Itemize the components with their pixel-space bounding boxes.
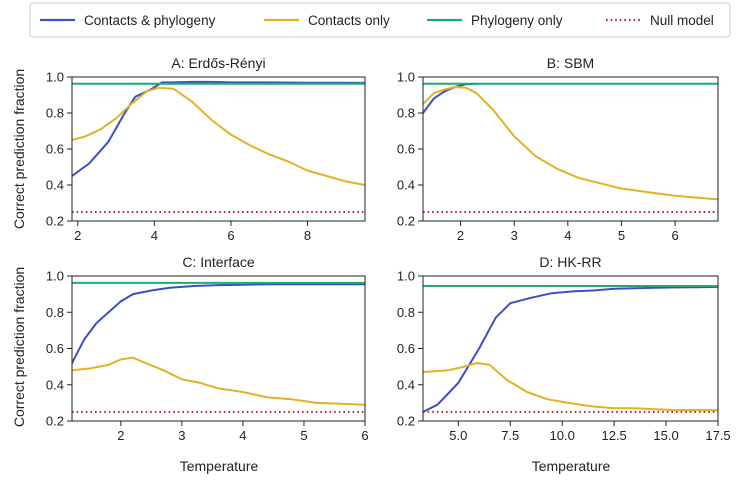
panel-title: B: SBM (547, 55, 594, 71)
legend-label-contacts-phylogeny: Contacts & phylogeny (84, 13, 216, 28)
series-group (72, 80, 365, 213)
y-tick-label: 1.0 (46, 269, 64, 284)
y-tick-label: 1.0 (46, 70, 64, 85)
y-tick-label: 0.6 (46, 341, 64, 356)
x-tick-label: 6 (227, 228, 234, 243)
x-tick-label: 2 (74, 228, 81, 243)
x-tick-label: 7.5 (501, 428, 519, 443)
y-tick-label: 0.4 (46, 178, 64, 193)
x-tick-label: 10.0 (550, 428, 575, 443)
legend-label-null-model: Null model (650, 13, 714, 28)
y-axis-label-bottom: Correct prediction fraction (11, 267, 27, 427)
series-line-contacts-only (423, 362, 718, 412)
x-tick-label: 3 (511, 228, 518, 243)
y-tick-label: 0.8 (46, 305, 64, 320)
series-line-contacts-and-phylogeny (423, 285, 718, 413)
x-axis-label-left: Temperature (180, 458, 259, 474)
panel-title: A: Erdős-Rényi (171, 55, 265, 71)
x-tick-label: 2 (457, 228, 464, 243)
x-tick-label: 2 (117, 428, 124, 443)
x-tick-label: 12.5 (601, 428, 626, 443)
y-tick-label: 0.2 (46, 214, 64, 229)
panel-c-interface: C: Interface 0.2 0.4 0.6 0.8 1.0 2 3 4 5 6 (46, 254, 369, 443)
y-tick-label: 0.8 (46, 106, 64, 121)
series-line-contacts-and-phylogeny (72, 80, 365, 177)
x-tick-label: 15.0 (653, 428, 678, 443)
panel-d-hk-rr: D: HK-RR 0.2 0.4 0.6 0.8 1.0 5.0 7.5 10.0 12.5 15.… (397, 254, 731, 443)
panel-title: D: HK-RR (539, 254, 601, 270)
y-tick-label: 0.4 (397, 377, 415, 392)
legend-label-phylogeny-only: Phylogeny only (471, 13, 563, 28)
series-line-contacts-only (423, 85, 718, 201)
x-axis-label-right: Temperature (532, 458, 611, 474)
x-tick-label: 4 (239, 428, 246, 443)
y-tick-label: 0.2 (46, 414, 64, 429)
y-tick-label: 0.8 (397, 106, 415, 121)
series-line-contacts-and-phylogeny (72, 283, 365, 364)
y-tick-label: 1.0 (397, 70, 415, 85)
y-tick-label: 0.2 (397, 214, 415, 229)
x-tick-label: 8 (304, 228, 311, 243)
x-tick-label: 6 (671, 228, 678, 243)
y-tick-label: 0.6 (397, 142, 415, 157)
y-axis-label-top: Correct prediction fraction (11, 69, 27, 229)
series-line-contacts-only (72, 356, 365, 406)
x-tick-label: 5 (618, 228, 625, 243)
x-tick-label: 4 (151, 228, 158, 243)
y-tick-label: 0.8 (397, 305, 415, 320)
x-tick-label: 17.5 (705, 428, 730, 443)
legend-label-contacts-only: Contacts only (308, 13, 390, 28)
legend: Contacts & phylogeny Contacts only Phylo… (29, 2, 731, 38)
plot-frame (422, 275, 719, 422)
series-group (423, 285, 718, 413)
series-group (423, 82, 718, 213)
x-tick-label: 6 (361, 428, 368, 443)
y-tick-label: 0.2 (397, 414, 415, 429)
y-tick-label: 0.4 (46, 377, 64, 392)
x-tick-label: 4 (564, 228, 571, 243)
y-tick-label: 0.6 (46, 142, 64, 157)
panel-b-sbm: B: SBM 0.2 0.4 0.6 0.8 1.0 2 3 4 5 6 (397, 55, 719, 243)
x-tick-label: 5.0 (449, 428, 467, 443)
panel-title: C: Interface (182, 254, 255, 270)
plot-frame (71, 275, 366, 422)
x-tick-label: 3 (178, 428, 185, 443)
series-group (72, 281, 365, 413)
series-line-contacts-only (72, 86, 365, 186)
x-tick-label: 5 (300, 428, 307, 443)
y-tick-label: 0.6 (397, 341, 415, 356)
legend-frame (29, 2, 731, 38)
plot-frame (71, 76, 366, 222)
panel-a-erdos-renyi: A: Erdős-Rényi 0.2 0.4 0.6 0.8 1.0 2 4 6 8 (46, 55, 366, 243)
plot-frame (422, 76, 719, 222)
y-tick-label: 0.4 (397, 178, 415, 193)
y-tick-label: 1.0 (397, 269, 415, 284)
